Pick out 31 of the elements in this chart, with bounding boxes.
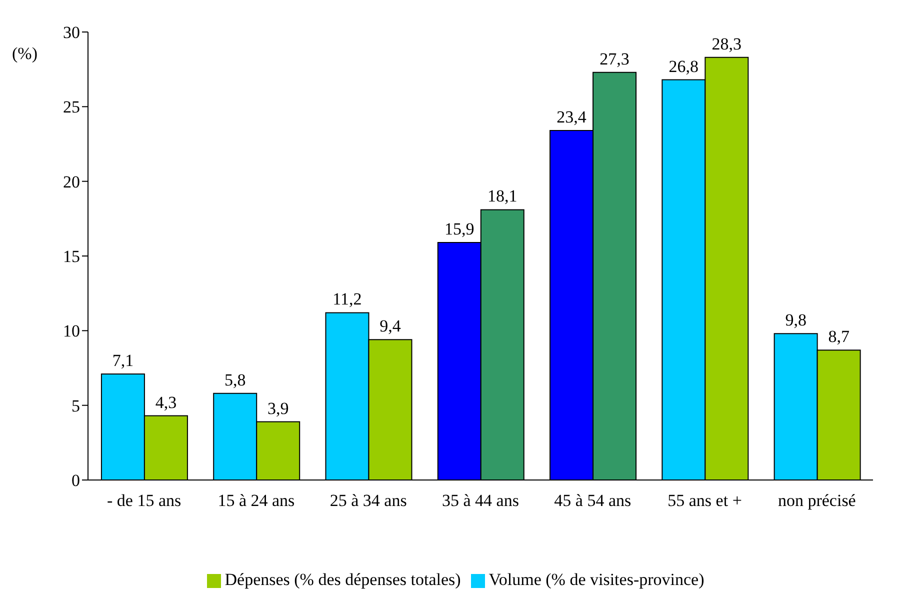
data-label: 26,8 bbox=[668, 56, 699, 76]
data-label: 9,4 bbox=[380, 316, 402, 336]
y-tick-label: 20 bbox=[63, 172, 80, 192]
data-label: 5,8 bbox=[224, 370, 246, 390]
y-tick-label: 25 bbox=[63, 98, 80, 117]
data-label: 7,1 bbox=[112, 350, 134, 370]
data-label: 18,1 bbox=[488, 186, 518, 206]
x-tick-label: - de 15 ans bbox=[107, 491, 182, 510]
y-tick-label: 15 bbox=[63, 247, 80, 266]
legend-label: Volume (% de visites-province) bbox=[488, 570, 704, 589]
x-tick-label: 55 ans et + bbox=[668, 491, 742, 510]
data-label: 3,9 bbox=[267, 398, 289, 418]
y-tick-label: 30 bbox=[63, 23, 80, 42]
x-tick-label: 45 à 54 ans bbox=[554, 491, 632, 510]
x-tick-label: 35 à 44 ans bbox=[442, 491, 519, 510]
y-tick-label: 0 bbox=[72, 471, 80, 490]
x-tick-label: 15 à 24 ans bbox=[218, 491, 295, 510]
data-label: 28,3 bbox=[712, 34, 742, 54]
data-label: 8,7 bbox=[828, 327, 850, 346]
data-label: 27,3 bbox=[600, 49, 630, 68]
x-tick-label: 25 à 34 ans bbox=[330, 491, 407, 510]
data-label: 4,3 bbox=[155, 392, 177, 412]
data-label: 11,2 bbox=[332, 290, 362, 309]
data-label: 23,4 bbox=[556, 108, 587, 127]
y-axis-title: (%) bbox=[12, 44, 38, 64]
data-label: 9,8 bbox=[785, 310, 806, 330]
y-tick-label: 5 bbox=[72, 396, 80, 416]
y-tick-label: 10 bbox=[63, 322, 80, 341]
data-label: 15,9 bbox=[444, 220, 474, 239]
x-tick-label: non précisé bbox=[778, 491, 856, 510]
legend-label: Dépenses (% des dépenses totales) bbox=[224, 570, 461, 589]
